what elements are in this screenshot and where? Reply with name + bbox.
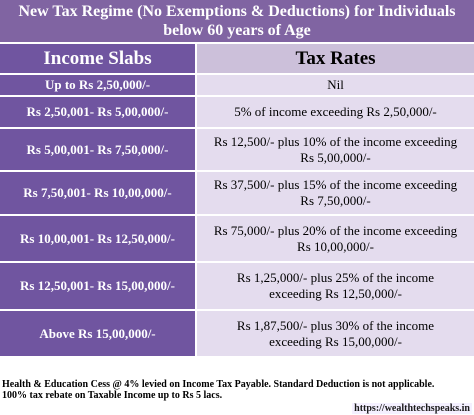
rate-line: Rs 10,00,000/- [297,238,374,254]
website-link[interactable]: https://wealthtechspeaks.in [352,403,472,414]
footnote: Health & Education Cess @ 4% levied on I… [0,379,474,415]
title-line-1: New Tax Regime (No Exemptions & Deductio… [18,3,456,20]
rate-cell: Rs 1,87,500/- plus 30% of the income exce… [196,310,474,358]
rate-line: Rs 37,500/- plus 15% of the income excee… [213,177,458,192]
rate-line: Rs 7,50,000/- [300,193,371,208]
rate-cell: Rs 1,25,000/- plus 25% of the income exce… [196,262,474,311]
rate-cell: 5% of income exceeding Rs 2,50,000/- [196,96,474,129]
rate-line: Rs 5,00,000/- [300,149,371,165]
table-header-row: Income Slabs Tax Rates [0,44,474,75]
rate-line: Rs 1,25,000/- plus 25% of the income [236,270,435,285]
title-line-2: below 60 years of Age [163,22,311,39]
rate-line: Nil [327,77,344,92]
table-row: Rs 12,50,001- Rs 15,00,000/- Rs 1,25,000… [0,262,474,311]
rate-cell: Rs 75,000/- plus 20% of the income excee… [196,215,474,263]
page-title: New Tax Regime (No Exemptions & Deductio… [0,0,474,42]
table-row: Rs 2,50,001- Rs 5,00,000/- 5% of income … [0,96,474,129]
rate-cell: Nil [196,74,474,97]
rate-line: Rs 12,500/- plus 10% of the income excee… [213,133,458,149]
slab-cell: Rs 2,50,001- Rs 5,00,000/- [0,96,197,129]
footnote-line-2: 100% tax rebate on Taxable Income up to … [2,390,223,401]
table-row: Rs 10,00,001- Rs 12,50,000/- Rs 75,000/-… [0,215,474,263]
rate-line: Rs 1,87,500/- plus 30% of the income [236,317,435,333]
footnote-line-1: Health & Education Cess @ 4% levied on I… [2,379,435,390]
income-slabs-header: Income Slabs [0,44,197,75]
rate-cell: Rs 12,500/- plus 10% of the income excee… [196,128,474,172]
slab-cell: Rs 7,50,001- Rs 10,00,000/- [0,171,197,216]
rate-line: Rs 75,000/- plus 20% of the income excee… [213,222,458,238]
rate-line: exceeding Rs 12,50,000/- [269,286,402,301]
slab-cell: Rs 5,00,001- Rs 7,50,000/- [0,128,197,172]
table-row: Up to Rs 2,50,000/- Nil [0,74,474,97]
tax-rates-header: Tax Rates [196,44,474,75]
table-row: Above Rs 15,00,000/- Rs 1,87,500/- plus … [0,310,474,358]
table-row: Rs 7,50,001- Rs 10,00,000/- Rs 37,500/- … [0,171,474,216]
rate-cell: Rs 37,500/- plus 15% of the income excee… [196,171,474,216]
table-row: Rs 5,00,001- Rs 7,50,000/- Rs 12,500/- p… [0,128,474,172]
slab-cell: Up to Rs 2,50,000/- [0,74,197,97]
tax-slab-table: Income Slabs Tax Rates Up to Rs 2,50,000… [0,44,474,358]
slab-cell: Above Rs 15,00,000/- [0,310,197,358]
slab-cell: Rs 12,50,001- Rs 15,00,000/- [0,262,197,311]
rate-line: 5% of income exceeding Rs 2,50,000/- [234,104,437,119]
rate-line: exceeding Rs 15,00,000/- [269,333,402,349]
slab-cell: Rs 10,00,001- Rs 12,50,000/- [0,215,197,263]
